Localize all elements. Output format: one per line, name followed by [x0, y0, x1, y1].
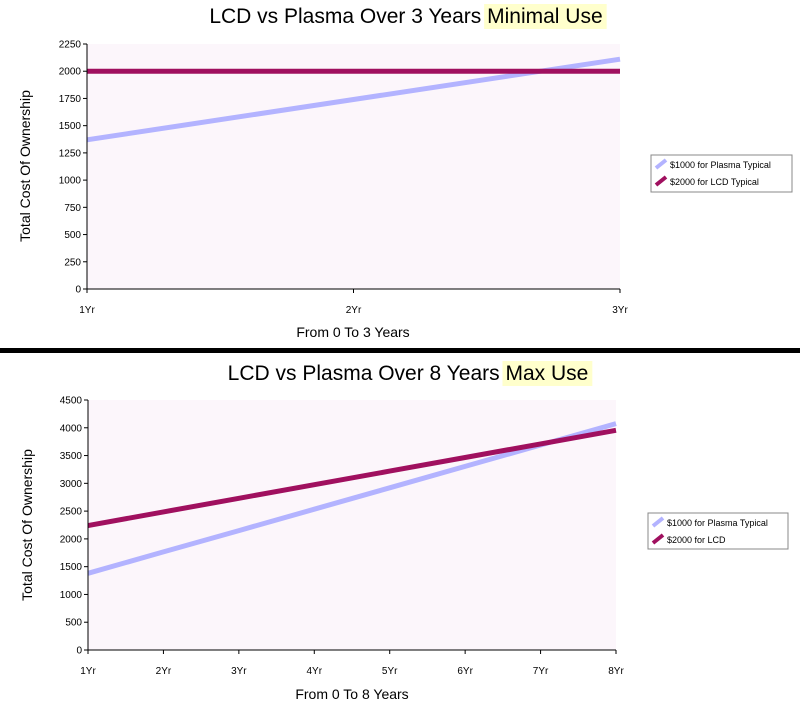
- x-axis-ticks: 1Yr 2Yr 3Yr 4Yr 5Yr 6Yr 7Yr 8Yr: [80, 650, 624, 677]
- series-lines: [87, 421, 617, 576]
- y-axis-ticks: 0 500 1000 1500 2000 2500 3000 3500 4000 4500: [60, 396, 88, 657]
- legend-label: $2000 for LCD Typical: [670, 177, 759, 187]
- legend-swatch: [654, 158, 668, 170]
- y-tick-label: 4000: [60, 423, 83, 434]
- x-tick-label: 1Yr: [80, 666, 96, 677]
- series-lines: [86, 56, 621, 143]
- title-highlight: [502, 361, 593, 386]
- chart-minimal-use: LCD vs Plasma Over 3 Years Minimal Use 0…: [17, 4, 793, 340]
- y-tick-label: 1500: [59, 121, 82, 132]
- y-tick-label: 2000: [59, 67, 82, 78]
- x-tick-label: 7Yr: [533, 666, 549, 677]
- y-tick-label: 1250: [59, 148, 82, 159]
- y-tick-label: 0: [75, 285, 81, 296]
- x-axis-ticks: 1Yr 2Yr 3Yr: [79, 289, 628, 316]
- y-axis-label: Total Cost Of Ownership: [19, 449, 35, 601]
- plot-area: [88, 400, 616, 650]
- y-tick-label: 4500: [60, 396, 83, 407]
- legend-swatch: [654, 175, 668, 187]
- y-tick-label: 250: [64, 257, 81, 268]
- x-tick-label: 2Yr: [156, 666, 172, 677]
- title-highlight: [484, 4, 607, 29]
- x-tick-label: 3Yr: [612, 305, 628, 316]
- chart-title: LCD vs Plasma Over 3 Years: [209, 5, 481, 28]
- x-tick-label: 8Yr: [608, 666, 624, 677]
- y-tick-label: 3500: [60, 451, 83, 462]
- x-tick-label: 1Yr: [79, 305, 95, 316]
- y-tick-label: 2000: [60, 534, 83, 545]
- legend: $1000 for Plasma Typical $2000 for LCD Ty…: [650, 154, 793, 193]
- y-tick-label: 1000: [59, 176, 82, 187]
- y-tick-label: 1000: [60, 590, 83, 601]
- y-axis-label: Total Cost Of Ownership: [17, 90, 33, 242]
- chart-title-highlight: Minimal Use: [487, 5, 603, 28]
- y-tick-label: 3000: [60, 479, 83, 490]
- plot-area: [87, 44, 620, 289]
- legend-label: $1000 for Plasma Typical: [667, 518, 768, 528]
- y-axis-ticks: 0 250 500 750 1000 1250 1500 1750 2000 2250: [59, 40, 87, 296]
- chart-max-use: LCD vs Plasma Over 8 Years Max Use 0 500 1…: [19, 361, 789, 702]
- legend-swatch: [651, 533, 665, 545]
- x-axis-label: From 0 To 3 Years: [296, 324, 409, 340]
- y-tick-label: 1750: [59, 94, 82, 105]
- x-tick-label: 2Yr: [346, 305, 362, 316]
- x-tick-label: 3Yr: [231, 666, 247, 677]
- legend-label: $2000 for LCD: [667, 535, 726, 545]
- y-tick-label: 500: [64, 230, 81, 241]
- y-tick-label: 2500: [60, 507, 83, 518]
- x-tick-label: 5Yr: [382, 666, 398, 677]
- chart-title-highlight: Max Use: [505, 362, 588, 385]
- x-tick-label: 6Yr: [457, 666, 473, 677]
- y-tick-label: 750: [64, 203, 81, 214]
- series-line-lcd: [87, 427, 617, 529]
- chart-title: LCD vs Plasma Over 8 Years: [228, 362, 500, 385]
- y-tick-label: 2250: [59, 40, 82, 51]
- x-axis-label: From 0 To 8 Years: [295, 686, 408, 702]
- legend-swatch: [651, 516, 665, 528]
- legend: $1000 for Plasma Typical $2000 for LCD: [647, 512, 789, 550]
- legend-label: $1000 for Plasma Typical: [670, 160, 771, 170]
- x-tick-label: 4Yr: [307, 666, 323, 677]
- divider: [0, 348, 800, 353]
- svg-text:LCD vs Plasma Over 8 Years Max: LCD vs Plasma Over 8 Years Max Use: [228, 362, 589, 385]
- y-tick-label: 500: [65, 618, 82, 629]
- svg-text:LCD vs Plasma Over 3 Years Min: LCD vs Plasma Over 3 Years Minimal Use: [209, 5, 602, 28]
- y-tick-label: 1500: [60, 562, 83, 573]
- y-tick-label: 0: [76, 646, 82, 657]
